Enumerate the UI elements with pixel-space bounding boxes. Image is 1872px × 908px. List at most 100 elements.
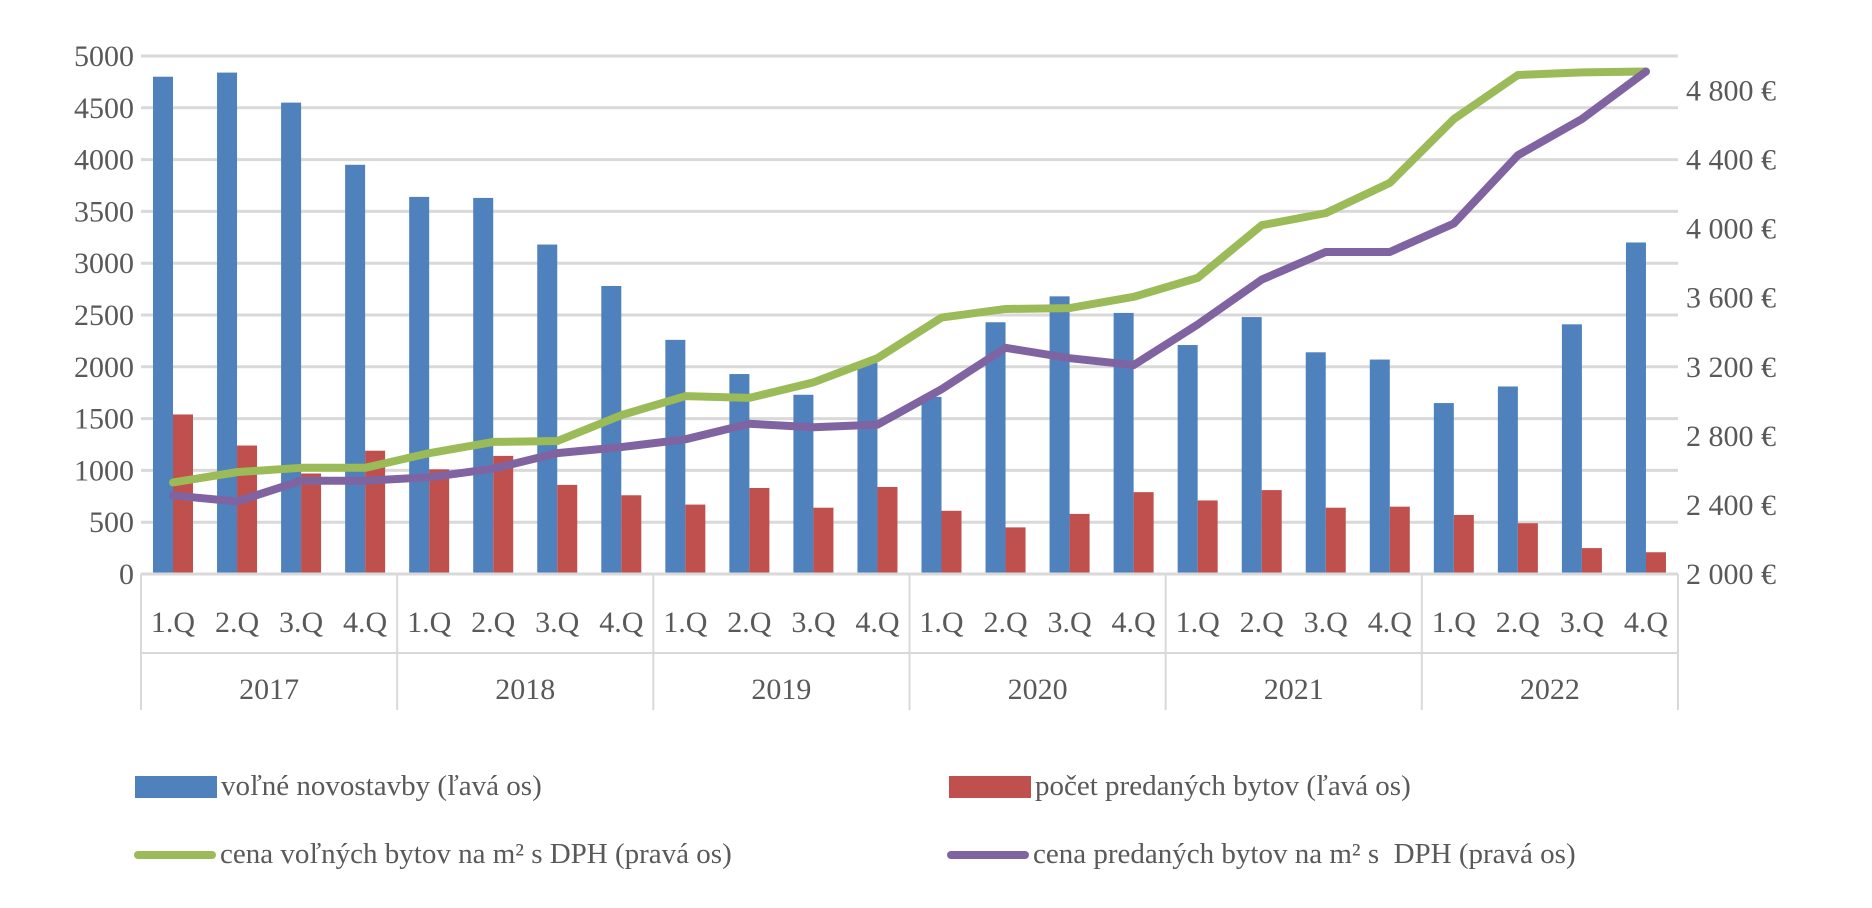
right-axis-tick-label: 3 200 € [1686,351,1776,384]
year-tick-label: 2017 [239,673,299,706]
legend-item-green: cena voľných bytov na m² s DPH (pravá os… [134,838,732,871]
left-axis-tick-label: 1500 [74,403,134,436]
legend-label: počet predaných bytov (ľavá os) [1035,770,1411,802]
bar-pocet-predanych [749,488,770,574]
bar-pocet-predanych [1645,552,1666,574]
bar-pocet-predanych [813,507,834,574]
lines [169,67,1650,506]
bar-volne-novostavby [921,396,942,574]
quarter-tick-label: 4.Q [1368,606,1413,639]
bar-pocet-predanych [1197,500,1218,574]
bar-pocet-predanych [941,510,962,574]
bar-volne-novostavby [665,339,686,574]
quarter-tick-label: 3.Q [535,606,580,639]
right-axis-tick-label: 4 400 € [1686,144,1776,177]
bar-pocet-predanych [1005,527,1026,574]
bar-pocet-predanych [1325,507,1346,574]
bar-volne-novostavby [1497,386,1518,574]
left-axis-tick-label: 0 [119,558,134,591]
legend-label: cena predaných bytov na m² s DPH (pravá … [1033,838,1576,870]
quarter-tick-label: 3.Q [1304,606,1349,639]
year-tick-label: 2020 [1008,673,1068,706]
legend-item-red: počet predaných bytov (ľavá os) [949,770,1411,803]
legend-swatch-green [134,850,216,859]
bar-volne-novostavby [1113,312,1134,574]
quarter-tick-label: 3.Q [279,606,324,639]
quarter-tick-label: 3.Q [1560,606,1605,639]
right-axis-tick-label: 3 600 € [1686,282,1776,315]
bar-pocet-predanych [1517,523,1538,574]
legend-item-blue: voľné novostavby (ľavá os) [135,770,542,803]
quarter-tick-label: 4.Q [599,606,644,639]
bar-pocet-predanych [1389,506,1410,574]
left-axis-tick-label: 3500 [74,195,134,228]
bar-volne-novostavby [1561,324,1582,574]
quarter-tick-label: 1.Q [919,606,964,639]
left-axis-tick-label: 500 [89,506,134,539]
left-axis-tick-label: 2500 [74,299,134,332]
bar-pocet-predanych [1133,492,1154,574]
bar-volne-novostavby [537,244,558,574]
quarter-tick-label: 2.Q [1240,606,1285,639]
left-axis-tick-label: 3000 [74,247,134,280]
bar-pocet-predanych [1581,548,1602,574]
legend-swatch-red [949,775,1031,798]
bar-pocet-predanych [1453,514,1474,574]
quarter-tick-label: 1.Q [1176,606,1221,639]
bar-pocet-predanych [877,486,898,574]
year-tick-label: 2019 [751,673,811,706]
bar-volne-novostavby [985,322,1006,574]
left-axis-tick-label: 4500 [74,92,134,125]
quarter-tick-label: 1.Q [1432,606,1477,639]
bar-volne-novostavby [1241,317,1262,574]
right-axis-tick-label: 4 800 € [1686,75,1776,108]
right-axis-tick-label: 2 800 € [1686,420,1776,453]
quarter-tick-label: 1.Q [407,606,452,639]
bar-volne-novostavby [729,374,750,574]
left-axis-tick-label: 4000 [74,144,134,177]
quarter-tick-label: 1.Q [151,606,196,639]
quarter-tick-label: 4.Q [855,606,900,639]
quarter-tick-label: 2.Q [983,606,1028,639]
axes: 0 500 1000 1500 2000 2500 3000 3500 4000 4500 5000… [74,40,1776,710]
bar-pocet-predanych [429,469,450,574]
quarter-tick-label: 1.Q [663,606,708,639]
left-axis-tick-label: 2000 [74,351,134,384]
year-tick-label: 2021 [1264,673,1324,706]
bar-volne-novostavby [1369,359,1390,574]
legend-label: voľné novostavby (ľavá os) [221,770,542,802]
bar-volne-novostavby [857,362,878,574]
bar-volne-novostavby [1305,352,1326,574]
bar-pocet-predanych [685,504,706,574]
bar-pocet-predanych [301,473,322,574]
bar-pocet-predanych [1069,513,1090,574]
legend-swatch-blue [135,775,217,798]
bar-volne-novostavby [153,76,173,574]
quarter-tick-label: 2.Q [1496,606,1541,639]
bar-pocet-predanych [557,484,578,574]
quarter-tick-label: 3.Q [791,606,836,639]
quarter-tick-label: 3.Q [1048,606,1093,639]
bar-volne-novostavby [473,197,494,574]
gridlines [141,54,1678,524]
quarter-tick-label: 4.Q [343,606,388,639]
bar-volne-novostavby [1433,403,1454,574]
bar-pocet-predanych [621,495,642,574]
quarter-tick-label: 2.Q [215,606,260,639]
right-axis-tick-label: 2 000 € [1686,558,1776,591]
bar-volne-novostavby [217,72,238,575]
bar-pocet-predanych [493,455,514,574]
bar-volne-novostavby [793,394,814,574]
bar-volne-novostavby [1625,242,1646,575]
quarter-tick-label: 2.Q [727,606,772,639]
line-cena-volnych [169,67,1650,487]
quarter-tick-label: 4.Q [1624,606,1669,639]
right-axis-tick-label: 4 000 € [1686,213,1776,246]
bars [153,72,1666,575]
bar-volne-novostavby [345,164,366,574]
bar-volne-novostavby [281,102,302,575]
left-axis-tick-label: 1000 [74,454,134,487]
right-axis-tick-label: 2 400 € [1686,489,1776,522]
left-axis-tick-label: 5000 [74,40,134,73]
